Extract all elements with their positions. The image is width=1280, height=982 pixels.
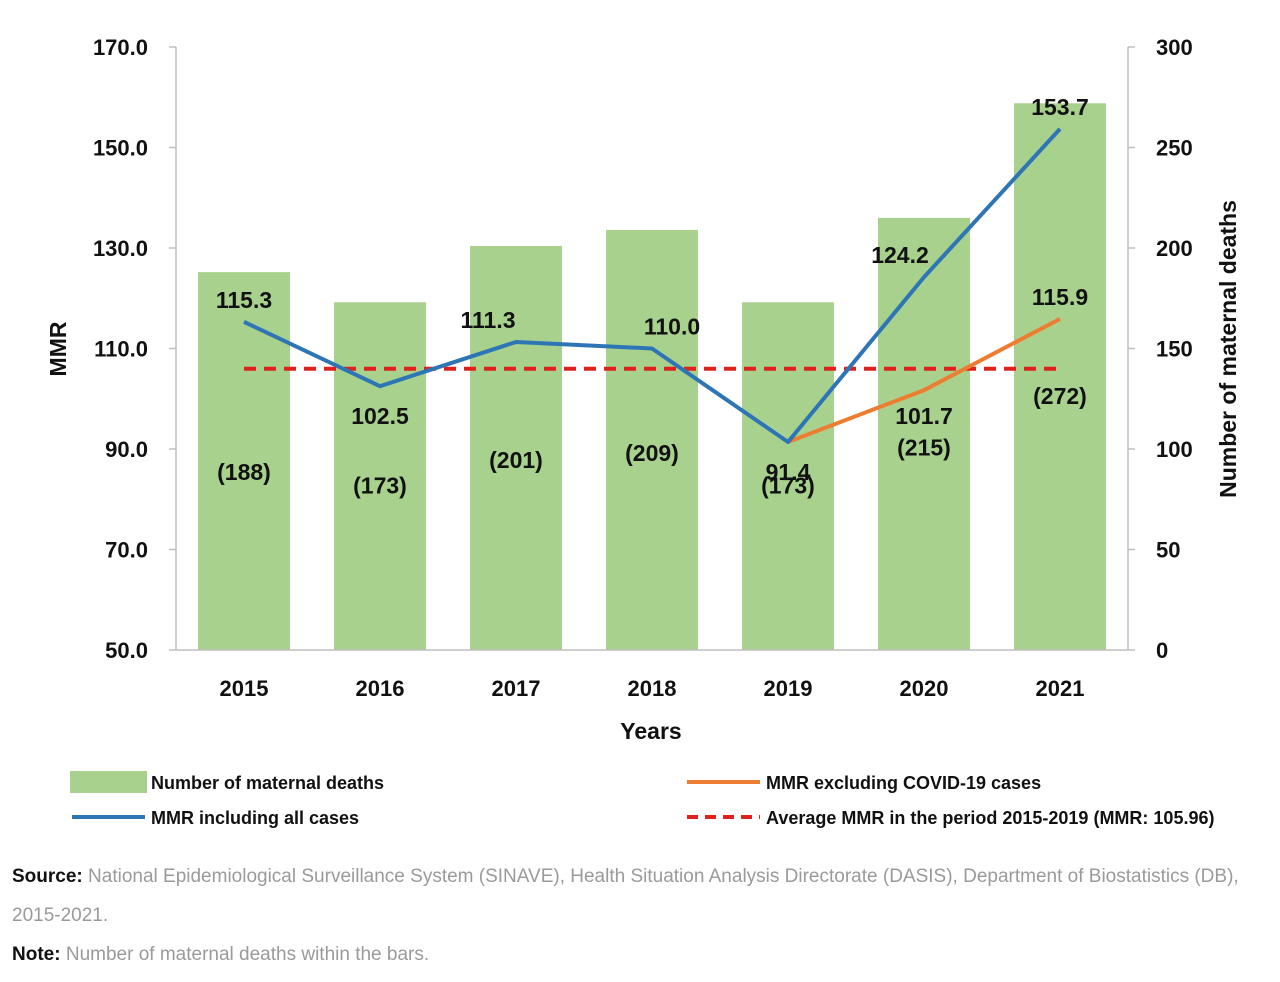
labels-layer: (188) (173) (201) (209) (173) (215) (272) 115.3…	[216, 94, 1089, 499]
mmr-excluding-covid-line	[787, 317, 1061, 444]
chart-footer: Source: National Epidemiological Surveil…	[12, 857, 1262, 974]
note: Note: Number of maternal deaths within t…	[12, 935, 1262, 974]
y-tick-label: 130.0	[93, 236, 148, 261]
note-label: Note:	[12, 944, 61, 965]
mmr-excl-label-2020: 101.7	[895, 403, 953, 429]
y-tick-label: 90.0	[105, 437, 148, 462]
y2-tick-label: 250	[1156, 136, 1193, 161]
bar-label-2016: (173)	[353, 473, 407, 499]
mmr-all-label-2019: 91.4	[766, 459, 811, 485]
y2-tick-label: 0	[1156, 638, 1168, 663]
source-label: Source:	[12, 866, 83, 887]
y2-tick-label: 100	[1156, 437, 1193, 462]
y2-axis-title: Number of maternal deaths	[1215, 200, 1241, 498]
legend: Number of maternal deaths MMR including …	[70, 771, 1214, 828]
bar-label-2017: (201)	[489, 447, 543, 473]
x-tick-label-2015: 2015	[220, 676, 269, 701]
y-tick-label: 70.0	[105, 538, 148, 563]
bar-label-2019: (173)	[761, 473, 815, 499]
bar-2019	[742, 302, 834, 650]
legend-label-deaths: Number of maternal deaths	[151, 773, 384, 793]
y2-tick-label: 200	[1156, 236, 1193, 261]
mmr-chart: 50.0 70.0 90.0 110.0 130.0 150.0 170.0 0 50 100 15…	[45, 35, 1241, 828]
y2-tick-label: 300	[1156, 35, 1193, 60]
mmr-all-label-2020: 124.2	[871, 242, 929, 268]
x-axis-title: Years	[620, 718, 681, 744]
x-tick-label-2019: 2019	[764, 676, 813, 701]
bar-2017	[470, 245, 562, 651]
bar-label-2021: (272)	[1033, 383, 1087, 409]
x-tick-label-2018: 2018	[628, 676, 677, 701]
legend-label-mmr-excl: MMR excluding COVID-19 cases	[766, 773, 1041, 793]
y-tick-label: 50.0	[105, 638, 148, 663]
mmr-including-all-line	[243, 127, 1062, 444]
note-text: Number of maternal deaths within the bar…	[65, 944, 430, 965]
x-tick-label-2020: 2020	[900, 676, 949, 701]
bars-layer	[198, 103, 1106, 651]
bar-label-2020: (215)	[897, 435, 951, 461]
y-tick-label: 110.0	[94, 337, 148, 362]
mmr-excl-label-2021: 115.9	[1032, 284, 1088, 310]
source-text: National Epidemiological Surveillance Sy…	[12, 866, 1239, 926]
legend-swatch-deaths	[70, 771, 147, 793]
x-tick-label-2021: 2021	[1036, 676, 1085, 701]
bar-2021	[1014, 103, 1106, 650]
y-tick-label: 150.0	[93, 136, 148, 161]
mmr-all-label-2017: 111.3	[460, 307, 515, 333]
legend-label-average: Average MMR in the period 2015-2019 (MMR…	[766, 808, 1214, 828]
mmr-all-label-2015: 115.3	[216, 287, 272, 313]
bar-label-2015: (188)	[217, 459, 271, 485]
bar-2020	[878, 217, 970, 650]
lines-layer	[243, 127, 1062, 444]
bar-2018	[606, 229, 698, 650]
mmr-all-label-2021: 153.7	[1031, 94, 1089, 120]
y-tick-label: 170.0	[93, 35, 148, 60]
y2-tick-label: 50	[1156, 538, 1180, 563]
axes-layer: 50.0 70.0 90.0 110.0 130.0 150.0 170.0 0 50 100 15…	[93, 35, 1193, 701]
legend-label-mmr-all: MMR including all cases	[151, 808, 359, 828]
y2-tick-label: 150	[1156, 337, 1193, 362]
bar-label-2018: (209)	[625, 440, 679, 466]
source-note: Source: National Epidemiological Surveil…	[12, 857, 1262, 935]
y-axis-title: MMR	[45, 321, 71, 376]
bar-2016	[334, 302, 426, 650]
x-tick-label-2016: 2016	[356, 676, 405, 701]
mmr-all-label-2018: 110.0	[644, 314, 700, 340]
x-tick-label-2017: 2017	[492, 676, 541, 701]
mmr-all-label-2016: 102.5	[351, 403, 409, 429]
